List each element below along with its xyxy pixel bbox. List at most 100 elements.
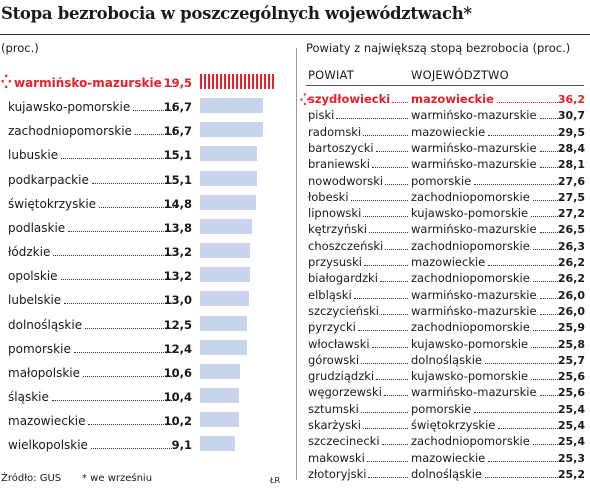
voivodeship-name: dolnośląskie: [411, 352, 483, 367]
table-row: elbląski warmińsko-mazurskie 26,0: [300, 286, 590, 303]
category-label: podkarpackie: [8, 172, 89, 187]
bar-row: opolskie 13,2: [0, 263, 292, 285]
category-label: lubelskie: [8, 293, 62, 308]
value-label: 16,7: [163, 100, 192, 115]
voivodeship-name: kujawsko-pomorskie: [411, 336, 529, 351]
highlight-marker: ⁛: [300, 93, 310, 106]
voivodeship-name: świętokrzyskie: [411, 418, 496, 432]
leader-dots: [52, 399, 176, 401]
table-row: szczecinecki zachodniopomorskie 25,4: [300, 432, 590, 449]
value-label: 10,6: [163, 365, 192, 380]
voivodeship-name: zachodniopomorskie: [411, 320, 530, 335]
column-header-rule: [306, 85, 584, 86]
voivodeship-name: kujawsko-pomorskie: [411, 369, 529, 384]
title-rule: [0, 34, 590, 35]
bar: [200, 387, 240, 403]
rate-value: 25,6: [557, 386, 585, 400]
bar: [200, 363, 241, 379]
leader-dots: [385, 248, 408, 250]
bar-row: mazowieckie 10,2: [0, 408, 292, 430]
credit: ŁR: [270, 476, 281, 485]
leader-dots: [385, 183, 408, 185]
leader-dots: [336, 118, 408, 120]
table-row: łobeski zachodniopomorskie 27,5: [300, 188, 590, 205]
county-name: szydłowiecki: [308, 92, 391, 106]
leader-dots: [61, 158, 176, 160]
leader-dots: [485, 476, 562, 478]
bar-row: podkarpackie 15,1: [0, 167, 292, 189]
bar: [200, 218, 253, 234]
leader-dots: [498, 428, 562, 429]
county-name: szczecinecki: [308, 434, 380, 449]
voivodeship-name: warmińsko-mazurskie: [411, 303, 537, 318]
bar: [200, 170, 258, 186]
bar: [200, 243, 251, 259]
column-header-powiat: POWIAT: [308, 68, 354, 82]
table-row: bartoszycki warmińsko-mazurskie 28,4: [300, 139, 590, 156]
voivodeship-name: dolnośląskie: [411, 466, 483, 481]
bar: [200, 436, 235, 452]
leader-dots: [361, 411, 408, 413]
county-name: nowodworski: [308, 173, 384, 188]
category-label: opolskie: [8, 269, 58, 284]
table-row: pyrzycki zachodniopomorskie 25,9: [300, 318, 590, 335]
bar-row: ⁛ warmińsko-mazurskie 19,5: [0, 70, 292, 92]
leader-dots: [64, 303, 176, 305]
county-name: szczycieński: [308, 303, 379, 318]
bar-row: małopolskie 10,6: [0, 360, 292, 382]
leader-dots: [382, 444, 408, 446]
column-divider: [296, 48, 297, 480]
county-name: grudziądzki: [308, 369, 375, 384]
leader-dots: [474, 411, 562, 413]
category-label: lubuskie: [8, 148, 59, 163]
leader-dots: [74, 351, 176, 353]
value-label: 13,0: [163, 293, 192, 308]
county-name: złotoryjski: [308, 466, 367, 481]
county-name: piski: [308, 108, 335, 123]
leader-dots: [531, 379, 562, 381]
voivodeship-name: zachodniopomorskie: [411, 238, 530, 253]
county-name: węgorzewski: [308, 385, 382, 400]
category-label: podlaskie: [8, 220, 66, 235]
value-label: 19,5: [163, 76, 192, 90]
table-row: ⁛ szydłowiecki mazowieckie 36,2: [300, 90, 590, 107]
bar-row: lubuskie 15,1: [0, 142, 292, 164]
bar-row: śląskie 10,4: [0, 384, 292, 406]
table-row: choszczeński zachodniopomorskie 26,3: [300, 237, 590, 254]
leader-dots: [68, 230, 176, 232]
leader-dots: [540, 297, 562, 299]
rate-value: 29,5: [557, 125, 585, 139]
category-label: warmińsko-mazurskie: [14, 76, 162, 90]
bar: [200, 412, 239, 428]
rate-value: 25,6: [557, 370, 585, 384]
bar-row: wielkopolskie 9,1: [0, 432, 292, 454]
leader-dots: [364, 265, 408, 266]
leader-dots: [488, 265, 562, 266]
leader-dots: [540, 150, 562, 152]
voivodeship-name: mazowieckie: [411, 92, 494, 106]
bar: [200, 194, 257, 210]
category-label: śląskie: [8, 389, 49, 404]
rate-value: 30,7: [557, 109, 585, 123]
value-label: 13,8: [163, 220, 192, 235]
voivodeship-name: warmińsko-mazurskie: [411, 157, 537, 172]
leader-dots: [533, 248, 562, 250]
value-label: 12,5: [163, 317, 192, 332]
county-name: radomski: [308, 124, 362, 139]
footnote: * we wrześniu: [82, 473, 153, 484]
county-name: skarżyski: [308, 418, 361, 432]
county-name: lipnowski: [308, 206, 362, 221]
leader-dots: [540, 118, 562, 120]
table-row: białogardzki zachodniopomorskie 26,2: [300, 269, 590, 286]
rate-value: 25,4: [557, 435, 585, 449]
table-row: włocławski kujawsko-pomorskie 25,8: [300, 335, 590, 352]
voivodeship-name: mazowieckie: [411, 124, 486, 139]
table-row: węgorzewski warmińsko-mazurskie 25,6: [300, 383, 590, 400]
table-row: radomski mazowieckie 29,5: [300, 123, 590, 140]
bar: [200, 122, 264, 138]
county-name: pyrzycki: [308, 320, 356, 335]
bar-row: kujawsko-pomorskie 16,7: [0, 94, 292, 116]
voivodeship-name: pomorskie: [411, 401, 472, 416]
leader-dots: [369, 232, 408, 234]
table-row: lipnowski kujawsko-pomorskie 27,2: [300, 204, 590, 221]
